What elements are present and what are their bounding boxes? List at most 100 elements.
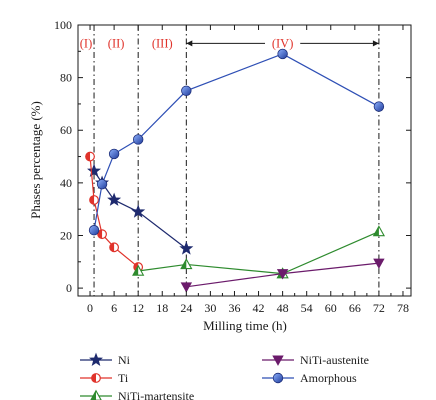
series-ti (85, 151, 144, 272)
series-line (138, 230, 380, 275)
x-tick-label: 78 (397, 301, 409, 315)
data-point (132, 264, 145, 276)
triangle-down-shape (373, 258, 385, 269)
legend-marker (272, 372, 284, 384)
x-tick-label: 72 (373, 301, 385, 315)
stage-arrowhead (186, 40, 193, 47)
x-tick-label: 36 (228, 301, 240, 315)
legend-item: NiTi-austenite (262, 353, 369, 367)
stage-annotation: (II) (108, 36, 125, 50)
legend-marker (91, 373, 101, 383)
half-circle-fill (85, 152, 91, 161)
legend-label: Amorphous (300, 371, 357, 385)
triangle-down-shape (180, 282, 193, 293)
y-tick-label: 20 (60, 228, 72, 242)
x-tick-label: 30 (204, 301, 216, 315)
series-niti-austenite (180, 258, 385, 293)
data-point (180, 258, 193, 270)
data-point (96, 178, 108, 190)
legend-label: Ti (118, 371, 129, 385)
circle-marker-shape (277, 48, 288, 60)
stage-annotation: (IV) (186, 36, 379, 50)
y-tick-label: 100 (54, 18, 72, 32)
circle-marker-shape (181, 85, 192, 96)
circle-marker-shape (373, 101, 385, 112)
half-circle-fill (91, 373, 96, 383)
circle-marker-shape (272, 372, 284, 384)
circle-marker-shape (96, 178, 108, 190)
x-tick-label: 48 (277, 301, 289, 315)
data-point (109, 242, 120, 253)
triangle-up-fill (90, 390, 96, 400)
legend: Ni Ti NiTi-martensite NiTi-austenite Amorpho… (80, 352, 369, 400)
data-point (373, 101, 385, 112)
data-point (89, 195, 99, 205)
x-axis-title: Milling time (h) (203, 318, 287, 333)
triangle-up-fill (181, 259, 187, 269)
circle-marker-shape (88, 225, 100, 236)
y-tick-label: 80 (60, 71, 72, 85)
star-marker-shape (107, 192, 122, 206)
data-point (276, 269, 289, 280)
data-point (132, 134, 144, 145)
stage-label: (III) (152, 36, 173, 50)
x-tick-label: 12 (132, 301, 144, 315)
half-circle-fill (109, 243, 115, 252)
data-point (131, 204, 146, 218)
data-point (108, 148, 120, 160)
x-tick-label: 66 (349, 301, 361, 315)
data-point (85, 151, 95, 162)
star-marker-shape (89, 352, 103, 366)
series-ni (87, 163, 194, 255)
series-niti-martensite (132, 225, 386, 279)
data-point (181, 85, 192, 96)
series-amorphous (88, 48, 385, 236)
stage-label: (I) (80, 36, 93, 50)
data-point (277, 48, 288, 60)
x-tick-label: 60 (325, 301, 337, 315)
y-tick-label: 40 (60, 176, 72, 190)
stage-label: (IV) (272, 36, 294, 50)
x-tick-label: 6 (111, 301, 117, 315)
x-tick-label: 54 (301, 301, 313, 315)
data-point (180, 282, 193, 293)
x-tick-label: 24 (180, 301, 192, 315)
plot-area: (I) (II) (III) (IV) 0 6 12 18 24 30 36 42 48 54 60 66 7… (54, 18, 412, 315)
y-tick-label: 60 (60, 123, 72, 137)
stage-arrowhead (372, 40, 379, 47)
data-point (373, 258, 385, 269)
x-tick-label: 42 (253, 301, 265, 315)
triangle-up-fill (373, 226, 379, 236)
y-axis-title: Phases percentage (%) (28, 101, 43, 219)
stage-annotation: (I) (80, 36, 93, 50)
x-tick-label: 18 (156, 301, 168, 315)
legend-item: Ni (80, 352, 131, 367)
triangle-down-shape (272, 355, 284, 366)
x-tick-label: 0 (87, 301, 93, 315)
legend-item: NiTi-martensite (80, 389, 194, 400)
plot-frame (77, 24, 412, 297)
legend-item: Ti (80, 371, 129, 385)
legend-marker (272, 355, 284, 366)
triangle-up-fill (132, 265, 139, 276)
star-marker-shape (179, 241, 194, 255)
data-point (87, 163, 102, 177)
star-marker-shape (131, 204, 146, 218)
legend-label: NiTi-martensite (118, 389, 194, 400)
legend-item: Amorphous (262, 371, 357, 385)
legend-label: NiTi-austenite (300, 353, 369, 367)
star-marker-shape (87, 163, 102, 177)
legend-marker (89, 352, 103, 366)
half-circle-fill (89, 195, 95, 205)
stage-label: (II) (108, 36, 125, 50)
data-point (107, 192, 122, 206)
legend-label: Ni (118, 353, 131, 367)
data-point (88, 225, 100, 236)
circle-marker-shape (132, 134, 144, 145)
data-point (179, 241, 194, 255)
y-tick-label: 0 (66, 281, 72, 295)
legend-marker (90, 389, 102, 400)
data-point (372, 225, 386, 237)
circle-marker-shape (108, 148, 120, 160)
